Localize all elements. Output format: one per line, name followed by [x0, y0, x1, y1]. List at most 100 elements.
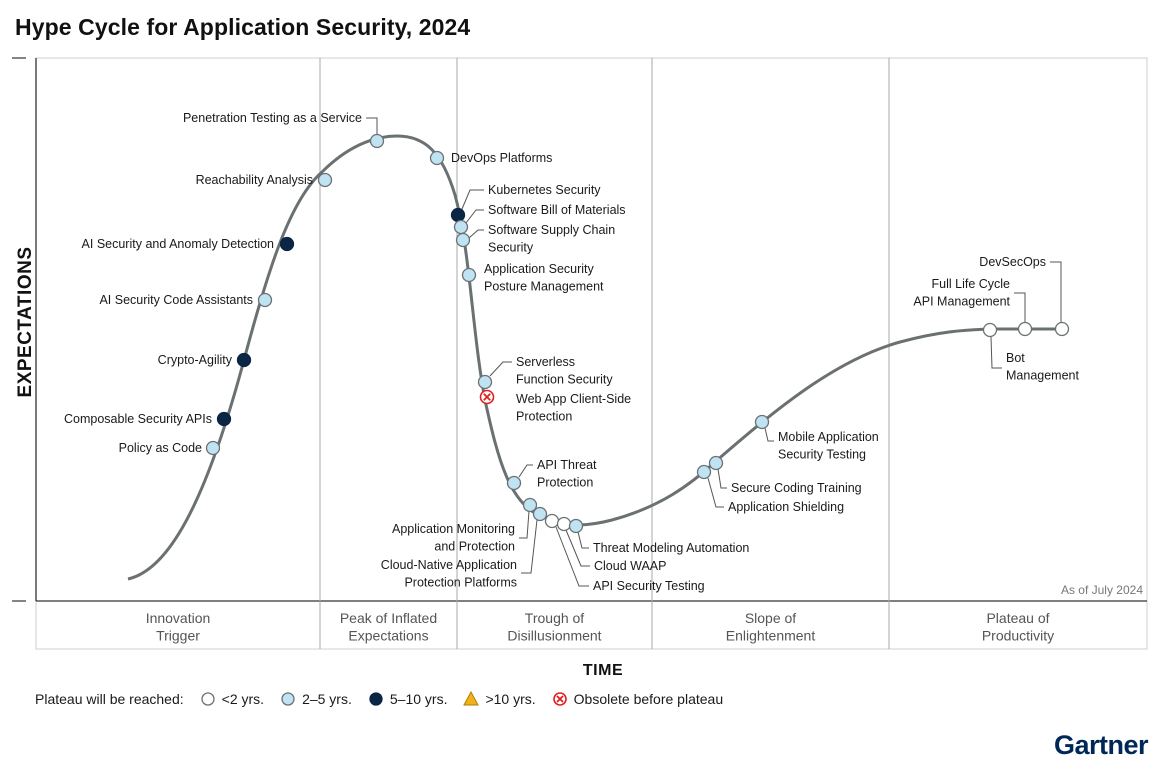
label-line: Crypto-Agility: [158, 353, 233, 367]
marker-application-security-posture-management: [461, 267, 477, 283]
phase-trough-of-disillusionment: Trough of Disillusionment: [507, 610, 601, 644]
label-mobile-application-security-testing: Mobile Application Security Testing: [778, 430, 879, 462]
marker-application-shielding: [696, 464, 712, 480]
axis-labels-layer: EXPECTATIONS TIME As of July 2024 Innovatio…: [15, 247, 1143, 679]
label-line: Serverless: [516, 355, 575, 369]
label-application-shielding: Application Shielding: [728, 500, 844, 514]
label-line: Reachability Analysis: [196, 173, 313, 187]
label-line: Composable Security APIs: [64, 412, 212, 426]
label-application-security-posture-management: Application Security Posture Management: [484, 262, 604, 294]
legend-label: 5–10 yrs.: [389, 691, 448, 707]
label-composable-security-apis: Composable Security APIs: [64, 412, 212, 426]
leader-line-serverless-function-security: [489, 361, 512, 377]
label-threat-modeling-automation: Threat Modeling Automation: [593, 541, 749, 555]
label-cloud-waap: Cloud WAAP: [594, 559, 666, 573]
legend-item-5to10: 5–10 yrs.: [368, 691, 448, 707]
marker-mobile-application-security-testing: [754, 414, 770, 430]
label-line: Penetration Testing as a Service: [183, 111, 362, 125]
label-line: Secure Coding Training: [731, 481, 862, 495]
legend-symbol-obsolete: [552, 692, 567, 706]
label-line: Application Monitoring: [392, 522, 515, 536]
leader-line-application-monitoring-and-protection: [519, 510, 530, 539]
legend-symbol-gt10: [463, 691, 480, 706]
legend-marker-5to10: [369, 692, 383, 706]
phase-line: Plateau of: [986, 610, 1049, 626]
marker-devops-platforms: [429, 150, 445, 166]
leader-line-software-bill-of-materials: [465, 209, 484, 224]
leader-line-api-threat-protection: [518, 464, 533, 478]
marker-policy-as-code: [205, 440, 221, 456]
marker-devsecops: [1054, 321, 1070, 337]
label-line: AI Security Code Assistants: [99, 293, 253, 307]
legend-item-gt10: >10 yrs.: [463, 691, 536, 707]
label-api-security-testing: API Security Testing: [593, 579, 705, 593]
label-line: DevSecOps: [979, 255, 1046, 269]
marker-serverless-function-security: [477, 374, 493, 390]
marker-software-bill-of-materials: [453, 219, 469, 235]
leader-line-api-security-testing: [555, 526, 589, 587]
label-serverless-function-security: Serverless Function Security: [516, 355, 613, 387]
phase-line: Peak of Inflated: [340, 610, 437, 626]
label-line: and Protection: [434, 540, 515, 554]
phase-line: Disillusionment: [507, 628, 601, 644]
label-bot-management: Bot Management: [1006, 351, 1079, 383]
marker-kubernetes-security: [450, 207, 466, 223]
label-line: Posture Management: [484, 280, 604, 294]
marker-ai-security-code-assistants: [257, 292, 273, 308]
label-web-app-client-side-protection: Web App Client-Side Protection: [516, 392, 631, 424]
marker-cloud-native-application-protection-platforms: [532, 506, 548, 522]
phase-innovation-trigger: Innovation Trigger: [146, 610, 211, 644]
label-software-supply-chain-security: Software Supply Chain Security: [488, 223, 615, 255]
marker-bot-management: [982, 322, 998, 338]
label-line: Function Security: [516, 373, 613, 387]
label-policy-as-code: Policy as Code: [119, 441, 202, 455]
legend-title: Plateau will be reached:: [35, 691, 184, 707]
leader-line-kubernetes-security: [461, 189, 484, 210]
label-line: Policy as Code: [119, 441, 202, 455]
label-api-threat-protection: API Threat Protection: [537, 458, 597, 490]
legend-symbol-5to10: [369, 692, 383, 706]
legend-label: Obsolete before plateau: [573, 691, 724, 707]
label-ai-security-code-assistants: AI Security Code Assistants: [99, 293, 253, 307]
marker-software-supply-chain-security: [455, 232, 471, 248]
chart-title: Hype Cycle for Application Security, 202…: [15, 14, 471, 40]
marker-api-threat-protection: [506, 475, 522, 491]
leader-line-cloud-waap: [565, 529, 590, 567]
legend-item-obsolete: Obsolete before plateau: [552, 691, 723, 707]
label-full-life-cycle-api-management: Full Life Cycle API Management: [913, 277, 1010, 309]
label-line: Software Bill of Materials: [488, 203, 626, 217]
label-line: Security: [488, 241, 534, 255]
leader-line-software-supply-chain-security: [468, 229, 484, 239]
label-line: Protection: [516, 410, 572, 424]
phase-line: Enlightenment: [726, 628, 816, 644]
legend: Plateau will be reached: <2 yrs. 2–5 yrs.…: [35, 691, 723, 707]
label-line: Cloud WAAP: [594, 559, 666, 573]
leader-line-mobile-application-security-testing: [764, 427, 774, 442]
label-line: DevOps Platforms: [451, 151, 552, 165]
label-line: Kubernetes Security: [488, 183, 601, 197]
label-software-bill-of-materials: Software Bill of Materials: [488, 203, 626, 217]
label-line: Security Testing: [778, 448, 866, 462]
technology-labels-layer: Policy as Code Composable Security APIs Cr…: [64, 111, 1079, 593]
marker-penetration-testing-as-a-service: [369, 133, 385, 149]
legend-item-lt2: <2 yrs.: [200, 691, 264, 707]
legend-label: >10 yrs.: [485, 691, 536, 707]
label-line: Bot: [1006, 351, 1025, 365]
label-line: API Security Testing: [593, 579, 705, 593]
legend-marker-obsolete: [552, 692, 567, 706]
label-line: Management: [1006, 369, 1079, 383]
marker-crypto-agility: [236, 352, 252, 368]
x-axis-label: TIME: [583, 662, 623, 679]
label-line: Protection Platforms: [404, 576, 517, 590]
leader-line-application-shielding: [707, 477, 724, 508]
label-crypto-agility: Crypto-Agility: [158, 353, 233, 367]
marker-composable-security-apis: [216, 411, 232, 427]
label-line: Full Life Cycle: [932, 277, 1011, 291]
legend-symbol-2to5: [281, 692, 295, 706]
technology-markers-layer: [205, 133, 1070, 534]
legend-label: <2 yrs.: [221, 691, 265, 707]
phase-line: Innovation: [146, 610, 211, 626]
marker-threat-modeling-automation: [568, 518, 584, 534]
label-ai-security-and-anomaly-detection: AI Security and Anomaly Detection: [82, 237, 275, 251]
legend-label: 2–5 yrs.: [302, 691, 352, 707]
